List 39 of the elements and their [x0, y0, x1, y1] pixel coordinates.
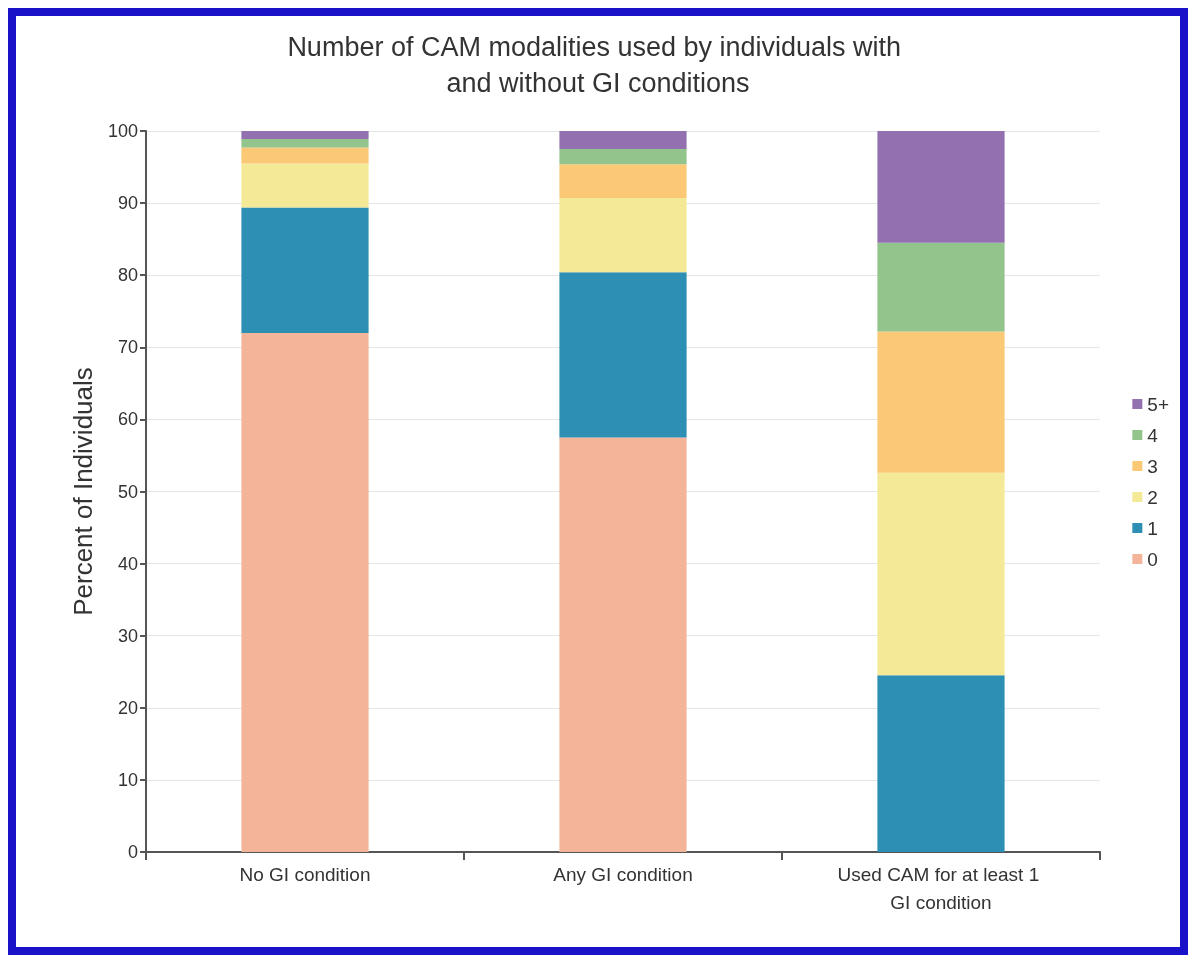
- bar: [877, 472, 1005, 676]
- bar: [241, 332, 369, 852]
- bar: [241, 207, 369, 333]
- legend-label: 5+: [1147, 393, 1170, 415]
- bar: [559, 164, 687, 199]
- bar: [559, 131, 687, 150]
- legend-label: 1: [1147, 517, 1158, 539]
- bar: [877, 131, 1005, 243]
- bar: [241, 163, 369, 208]
- bar: [877, 675, 1005, 852]
- bar: [877, 242, 1005, 332]
- y-tick-label: 0: [127, 842, 138, 862]
- y-tick-label: 20: [117, 697, 138, 718]
- y-tick-label: 80: [117, 265, 138, 286]
- y-tick-label: 90: [117, 193, 138, 214]
- y-axis-title: Percent of Individuals: [68, 367, 98, 616]
- y-tick-label: 30: [117, 625, 138, 646]
- y-tick-label: 50: [117, 481, 138, 502]
- legend-label: 4: [1147, 424, 1159, 446]
- bar: [559, 198, 687, 273]
- bar: [877, 331, 1005, 473]
- bar: [559, 272, 687, 438]
- bar: [559, 437, 687, 852]
- y-tick-label: 10: [117, 769, 138, 790]
- y-tick-label: 100: [107, 121, 138, 141]
- y-tick-label: 60: [117, 409, 138, 430]
- chart-title: Number of CAM modalities used by individuals with and without GI conditions: [287, 32, 909, 98]
- x-tick-label: No GI condition: [239, 863, 371, 885]
- y-tick-label: 70: [117, 337, 138, 358]
- bar: [241, 138, 369, 148]
- x-tick-label: Used CAM for at least 1 GI condition: [837, 863, 1045, 913]
- x-tick-label: Any GI condition: [553, 863, 693, 885]
- bar: [241, 131, 369, 139]
- legend-label: 2: [1147, 486, 1158, 508]
- legend-label: 0: [1147, 548, 1158, 570]
- bar: [559, 149, 687, 165]
- legend-label: 3: [1147, 455, 1158, 477]
- bar: [241, 147, 369, 164]
- y-tick-label: 40: [117, 553, 138, 574]
